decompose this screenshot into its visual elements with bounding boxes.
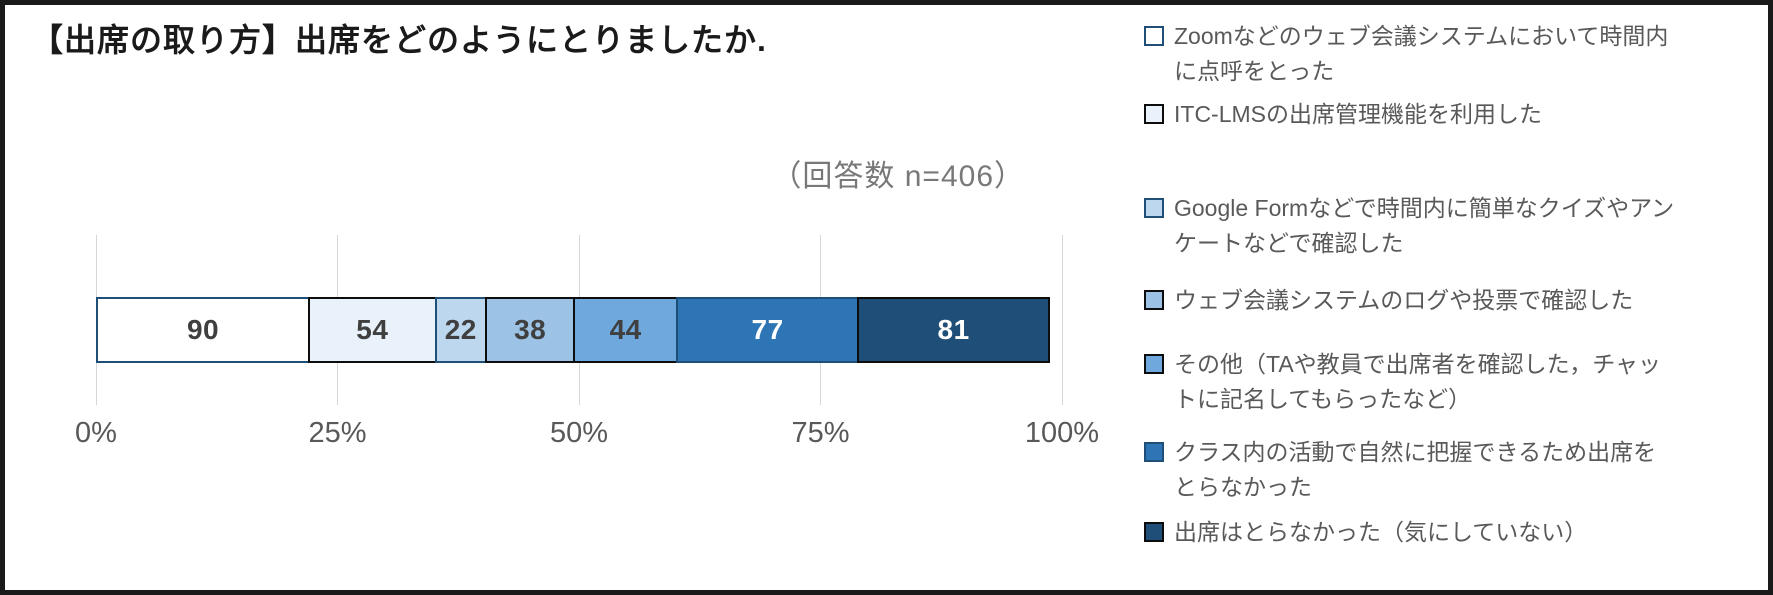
gridline: [1061, 235, 1063, 405]
legend-item-label: クラス内の活動で自然に把握できるため出席をとらなかった: [1174, 439, 1657, 500]
legend-item-label: Zoomなどのウェブ会議システムにおいて時間内に点呼をとった: [1174, 23, 1669, 84]
legend-item-label: ウェブ会議システムのログや投票で確認した: [1174, 287, 1634, 313]
legend-item-label: Google Formなどで時間内に簡単なクイズやアンケートなどで確認した: [1174, 195, 1675, 256]
legend-item: ウェブ会議システムのログや投票で確認した: [1144, 283, 1676, 318]
x-axis: 0% 25% 50% 75% 100%: [5, 417, 1768, 457]
legend-swatch-icon: [1144, 354, 1164, 374]
legend: Zoomなどのウェブ会議システムにおいて時間内に点呼をとった ITC-LMSの出席…: [1144, 5, 1768, 590]
legend-swatch-icon: [1144, 522, 1164, 542]
axis-tick-label: 100%: [1024, 417, 1100, 449]
chart-title: 【出席の取り方】出席をどのようにとりましたか.: [31, 22, 767, 58]
legend-item-label: ITC-LMSの出席管理機能を利用した: [1174, 101, 1542, 127]
legend-item: 出席はとらなかった（気にしていない）: [1144, 515, 1676, 550]
bar-segment-value: 38: [514, 314, 547, 345]
legend-swatch-icon: [1144, 442, 1164, 462]
response-count-annotation: （回答数 n=406）: [771, 160, 1025, 193]
legend-item: Zoomなどのウェブ会議システムにおいて時間内に点呼をとった: [1144, 19, 1676, 89]
bar-segment-value: 54: [356, 314, 389, 345]
legend-item: その他（TAや教員で出席者を確認した，チャットに記名してもらったなど）: [1144, 347, 1676, 417]
bar-segment: 77: [676, 297, 860, 363]
bar-segment-value: 77: [751, 314, 784, 345]
legend-item: クラス内の活動で自然に把握できるため出席をとらなかった: [1144, 435, 1676, 505]
legend-item-label: その他（TAや教員で出席者を確認した，チャットに記名してもらったなど）: [1174, 351, 1661, 412]
bar-segment: 44: [573, 297, 679, 363]
legend-item-label: 出席はとらなかった（気にしていない）: [1174, 519, 1588, 545]
bar-segment: 90: [96, 297, 311, 363]
legend-item: Google Formなどで時間内に簡単なクイズやアンケートなどで確認した: [1144, 191, 1676, 261]
legend-swatch-icon: [1144, 290, 1164, 310]
axis-tick-label: 50%: [549, 417, 609, 449]
axis-tick-label: 25%: [308, 417, 367, 449]
bar-segment: 81: [857, 297, 1050, 363]
bar-segment-value: 81: [937, 314, 970, 345]
bar-segment-value: 90: [186, 314, 220, 345]
bar-segment: 54: [308, 297, 437, 363]
stacked-bar: 90 54 22 38 44 77 81: [96, 297, 1062, 363]
axis-tick-label: 0%: [75, 417, 117, 449]
legend-swatch-icon: [1144, 26, 1164, 46]
bar-segment-value: 44: [609, 314, 642, 345]
axis-tick-label: 75%: [791, 417, 850, 449]
legend-item: ITC-LMSの出席管理機能を利用した: [1144, 97, 1676, 132]
bar-segment-value: 22: [444, 314, 477, 345]
legend-swatch-icon: [1144, 104, 1164, 124]
bar-segment: 22: [434, 297, 487, 363]
legend-swatch-icon: [1144, 198, 1164, 218]
bar-segment: 38: [484, 297, 576, 363]
